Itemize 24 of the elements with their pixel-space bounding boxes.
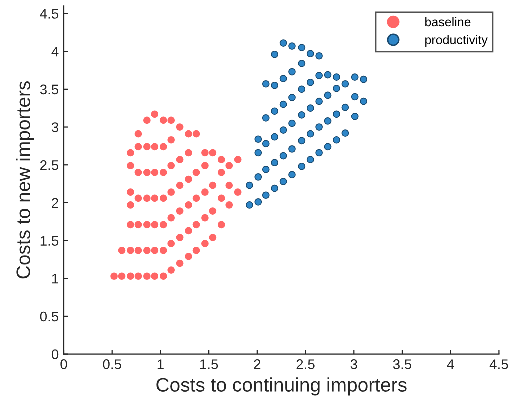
x-tick-label: 4 xyxy=(447,360,454,370)
y-tick-label: 1 xyxy=(52,274,58,284)
y-axis-title: Costs to new importers xyxy=(16,82,34,279)
y-tick-label: 4 xyxy=(52,47,59,57)
x-tick-label: 3.5 xyxy=(393,360,412,370)
x-tick-label: 1.5 xyxy=(200,360,218,370)
y-tick-label: 1.5 xyxy=(40,236,59,246)
y-tick-label: 2.5 xyxy=(40,160,59,170)
y-tick-label: 3.5 xyxy=(40,84,59,95)
x-axis-title: Costs to continuing importers xyxy=(156,378,407,396)
y-tick-label: 0.5 xyxy=(40,312,59,322)
y-tick-label: 4.5 xyxy=(40,9,59,19)
y-tick-label: 2 xyxy=(52,198,58,208)
y-tick-label: 0 xyxy=(52,350,59,360)
legend-label: productivity xyxy=(426,35,488,47)
x-tick-label: 1 xyxy=(158,360,164,370)
x-tick-label: 0.5 xyxy=(103,360,122,370)
legend-label: baseline xyxy=(426,17,471,27)
x-tick-label: 3 xyxy=(350,360,358,370)
x-tick-label: 2.5 xyxy=(296,360,315,370)
x-tick-label: 2 xyxy=(254,360,261,370)
y-tick-label: 3 xyxy=(52,122,59,132)
x-tick-label: 0 xyxy=(60,360,68,370)
x-tick-label: 4.5 xyxy=(490,360,508,370)
